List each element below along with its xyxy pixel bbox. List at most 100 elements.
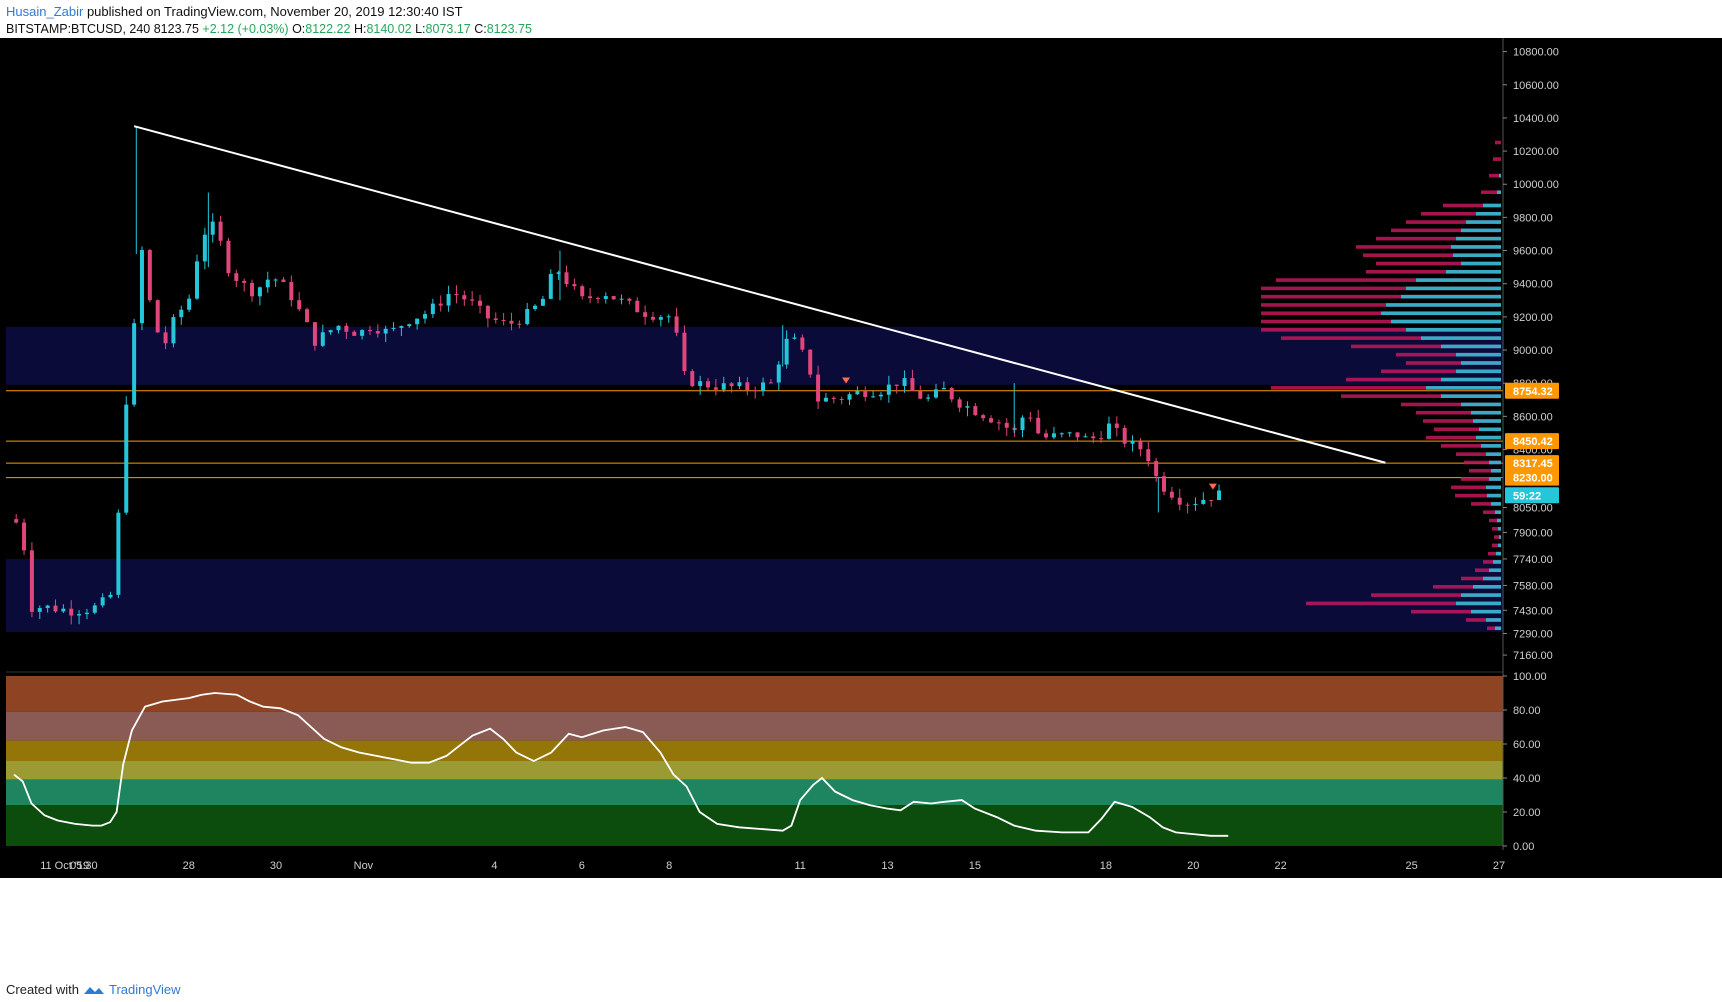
volume-profile-down-37 <box>1461 477 1501 481</box>
candle-body-15 <box>132 323 137 405</box>
volume-profile-down-22 <box>1396 352 1501 357</box>
oscillator-pane[interactable] <box>6 671 1503 846</box>
author-link[interactable]: Husain_Zabir <box>6 4 84 19</box>
volume-profile-up-4 <box>1483 203 1501 208</box>
candle-body-37 <box>305 309 310 323</box>
price-tick-label-4: 10000.00 <box>1513 179 1559 191</box>
candle-body-153 <box>1217 490 1222 501</box>
volume-profile-down-2 <box>1489 173 1501 178</box>
candle-body-7 <box>69 608 74 616</box>
volume-profile-down-16 <box>1261 303 1501 307</box>
volume-profile-down-51 <box>1371 593 1501 597</box>
candle-body-57 <box>462 295 467 300</box>
candle-body-149 <box>1185 504 1190 506</box>
low-label: L: <box>415 22 426 36</box>
axes: 10800.00 10600.00 10400.00 10200.00 10000.00… <box>0 38 1722 878</box>
rsi-band-0 <box>6 676 1503 712</box>
candle-body-11 <box>100 597 105 606</box>
candle-body-24 <box>202 234 207 262</box>
volume-profile-up-54 <box>1486 618 1501 622</box>
candle-body-125 <box>996 422 1001 424</box>
price-tick-label-5: 9800.00 <box>1513 212 1553 224</box>
candle-body-17 <box>147 250 152 301</box>
volume-profile-down-45 <box>1492 543 1501 548</box>
price-label-bg-3 <box>1505 469 1559 486</box>
volume-profile-down-12 <box>1366 270 1501 274</box>
volume-profile-up-8 <box>1456 236 1501 241</box>
volume-profile-up-10 <box>1453 253 1501 258</box>
time-tick-label-2: 28 <box>183 860 195 872</box>
candle-body-108 <box>863 390 868 397</box>
tradingview-link[interactable]: TradingView <box>108 982 181 997</box>
volume-profile-up-9 <box>1451 245 1501 249</box>
candle-body-78 <box>627 298 632 301</box>
candle-body-65 <box>525 309 530 325</box>
price-tick-label-1: 10600.00 <box>1513 80 1559 92</box>
price-label-3: 8230.00 <box>1513 473 1553 485</box>
candle-body-96 <box>768 382 773 384</box>
rsi-tick-label-5: 0.00 <box>1513 841 1534 853</box>
candle-body-139 <box>1106 423 1111 439</box>
volume-profile-up-13 <box>1416 278 1501 282</box>
volume-profile-up-45 <box>1498 543 1501 548</box>
candle-body-33 <box>273 279 278 281</box>
signal-marker-1 <box>1208 483 1217 490</box>
support-zone-1 <box>6 558 1503 632</box>
volume-profile-down-46 <box>1488 551 1501 556</box>
candle-body-104 <box>831 397 836 399</box>
rsi-band-4 <box>6 779 1503 806</box>
volume-profile-down-21 <box>1351 344 1501 349</box>
candle-body-68 <box>548 273 553 299</box>
candle-body-4 <box>45 605 50 609</box>
candle-body-52 <box>422 314 427 319</box>
candle-body-54 <box>438 303 443 306</box>
last-price: 8123.75 <box>153 22 199 36</box>
symbol-label[interactable]: BITSTAMP:BTCUSD, 240 <box>6 22 151 36</box>
volume-profile-up-6 <box>1466 220 1501 224</box>
volume-profile-up-31 <box>1479 427 1501 432</box>
candle-body-97 <box>776 364 781 383</box>
candle-body-99 <box>792 337 797 339</box>
candle-body-113 <box>902 378 907 386</box>
volume-profile-up-25 <box>1441 377 1501 382</box>
candle-body-91 <box>729 383 734 387</box>
open-value: 8122.22 <box>305 22 351 36</box>
price-label-bg-2 <box>1505 455 1559 472</box>
volume-profile-down-34 <box>1456 452 1501 456</box>
candle-body-84 <box>674 316 679 333</box>
candle-body-2 <box>29 550 34 612</box>
volume-profile-up-53 <box>1471 609 1501 614</box>
volume-profile-down-41 <box>1483 510 1501 514</box>
volume-profile-up-3 <box>1497 190 1501 195</box>
candle-body-40 <box>328 330 333 333</box>
candle-body-39 <box>320 332 325 346</box>
candle-body-116 <box>926 397 931 399</box>
candle-body-132 <box>1051 433 1056 438</box>
candle-body-70 <box>564 272 569 285</box>
tradingview-logo-icon <box>83 986 104 994</box>
candle-body-74 <box>595 298 600 300</box>
candle-body-109 <box>871 396 876 398</box>
volume-profile-down-52 <box>1306 601 1501 606</box>
price-tick-label-3: 10200.00 <box>1513 146 1559 158</box>
candle-body-111 <box>886 384 891 395</box>
candle-body-5 <box>53 605 58 612</box>
volume-profile-down-30 <box>1423 419 1501 423</box>
volume-profile-up-18 <box>1391 319 1501 324</box>
candle-body-22 <box>187 298 192 310</box>
volume-profile-down-3 <box>1481 190 1501 195</box>
candle-body-1 <box>22 522 27 551</box>
candle-body-26 <box>218 221 223 241</box>
price-tick-label-16: 7580.00 <box>1513 580 1553 592</box>
candle-body-136 <box>1083 436 1088 438</box>
created-with: Created with <box>6 982 79 997</box>
volume-profile-up-14 <box>1406 286 1501 291</box>
volume-profile-up-49 <box>1483 576 1501 581</box>
volume-profile-up-16 <box>1386 303 1501 307</box>
volume-profile-up-37 <box>1489 477 1501 481</box>
volume-profile-up-48 <box>1489 568 1501 573</box>
open-label: O: <box>292 22 306 36</box>
price-change: +2.12 (+0.03%) <box>202 22 289 36</box>
volume-profile-up-43 <box>1498 526 1501 531</box>
